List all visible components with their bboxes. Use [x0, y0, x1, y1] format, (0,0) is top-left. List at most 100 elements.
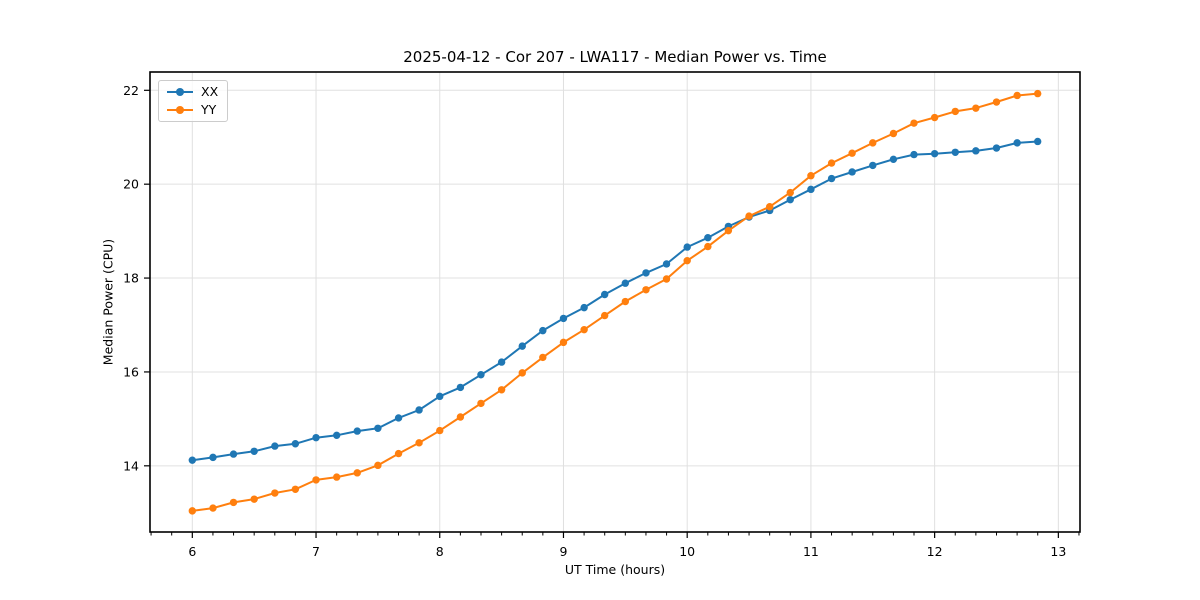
data-point-yy: [229, 498, 238, 507]
data-point-xx: [374, 424, 382, 432]
data-point-xx: [1013, 139, 1021, 147]
data-point-yy: [600, 311, 609, 320]
data-point-yy: [745, 212, 753, 220]
data-point-yy: [724, 226, 733, 235]
data-point-xx: [436, 392, 444, 401]
data-point-yy: [312, 476, 320, 484]
data-point-xx: [807, 185, 815, 194]
y-axis-label: Median Power (CPU): [100, 238, 116, 366]
data-point-xx: [889, 155, 898, 164]
data-point-xx: [477, 371, 485, 379]
plot-border: [149, 71, 1081, 533]
data-point-xx: [497, 358, 506, 366]
data-point-yy: [827, 159, 836, 167]
data-point-yy: [621, 297, 630, 306]
data-point-xx: [621, 279, 630, 287]
data-point-xx: [353, 427, 361, 435]
x-axis-label: UT Time (hours): [564, 562, 666, 577]
data-point-xx: [394, 414, 403, 422]
data-point-xx: [312, 433, 320, 442]
data-point-yy: [951, 107, 959, 116]
data-point-xx: [972, 147, 980, 155]
data-point-yy: [353, 469, 361, 477]
data-point-yy: [786, 188, 794, 197]
y-tick-label: 14: [123, 458, 139, 473]
series-line-xx: [191, 140, 1039, 462]
legend-item-yy: YY: [166, 101, 218, 117]
x-tick-label: 9: [559, 544, 567, 559]
data-point-yy: [642, 286, 650, 294]
data-point-yy: [662, 275, 671, 283]
data-point-xx: [415, 406, 423, 414]
data-point-yy: [704, 242, 712, 251]
data-point-xx: [992, 144, 1001, 152]
data-point-xx: [930, 149, 939, 158]
data-point-xx: [951, 148, 959, 156]
legend: XX YY: [158, 80, 229, 122]
data-point-yy: [580, 325, 588, 334]
data-point-xx: [600, 290, 609, 299]
data-point-xx: [188, 456, 197, 464]
x-tick-label: 13: [1050, 544, 1066, 559]
data-point-xx: [869, 161, 877, 170]
data-point-yy: [807, 172, 815, 180]
data-point-yy: [394, 449, 403, 458]
data-point-yy: [766, 203, 774, 211]
data-point-xx: [580, 303, 588, 312]
data-point-yy: [477, 399, 485, 408]
data-point-xx: [271, 442, 279, 450]
x-tick-label: 7: [312, 544, 320, 559]
data-point-yy: [910, 119, 918, 127]
data-point-yy: [332, 473, 341, 481]
y-tick-label: 18: [123, 271, 139, 286]
legend-label-yy: YY: [201, 101, 217, 117]
data-point-xx: [332, 431, 341, 440]
data-point-xx: [848, 168, 856, 176]
data-point-yy: [415, 439, 423, 447]
data-point-yy: [209, 504, 217, 512]
x-tick-label: 8: [436, 544, 444, 559]
data-point-yy: [291, 485, 300, 493]
x-tick-label: 12: [927, 544, 943, 559]
x-tick-label: 6: [188, 544, 196, 559]
data-point-xx: [209, 453, 217, 462]
data-point-yy: [518, 369, 526, 377]
y-tick-label: 20: [123, 177, 139, 192]
legend-item-xx: XX: [166, 85, 218, 99]
data-point-xx: [291, 440, 300, 448]
legend-line-marker-icon: [167, 88, 193, 97]
data-point-xx: [518, 342, 526, 350]
data-point-xx: [559, 314, 568, 323]
data-point-yy: [559, 338, 568, 347]
data-point-yy: [889, 129, 898, 138]
data-point-xx: [1033, 137, 1042, 146]
data-point-yy: [456, 413, 465, 421]
data-point-yy: [848, 149, 856, 157]
data-point-xx: [662, 260, 671, 268]
data-point-xx: [910, 150, 918, 159]
data-point-xx: [683, 243, 691, 251]
data-point-xx: [827, 174, 836, 183]
data-point-yy: [683, 256, 691, 265]
data-point-yy: [497, 386, 506, 394]
data-point-yy: [1013, 91, 1021, 100]
data-point-xx: [250, 447, 258, 455]
data-point-yy: [436, 426, 444, 435]
data-point-xx: [229, 450, 238, 458]
data-point-yy: [1033, 89, 1042, 98]
data-point-xx: [786, 195, 794, 204]
y-tick-label: 22: [123, 83, 139, 98]
x-tick-label: 11: [803, 544, 819, 559]
data-point-yy: [992, 98, 1001, 106]
x-tick-label: 10: [679, 544, 695, 559]
y-tick-label: 16: [123, 364, 139, 379]
data-point-yy: [271, 489, 279, 497]
data-point-xx: [704, 233, 712, 242]
data-point-yy: [188, 507, 197, 515]
data-point-yy: [250, 495, 258, 503]
data-point-xx: [642, 269, 650, 277]
data-point-xx: [539, 326, 547, 335]
data-point-xx: [456, 383, 465, 392]
data-point-yy: [972, 104, 980, 112]
